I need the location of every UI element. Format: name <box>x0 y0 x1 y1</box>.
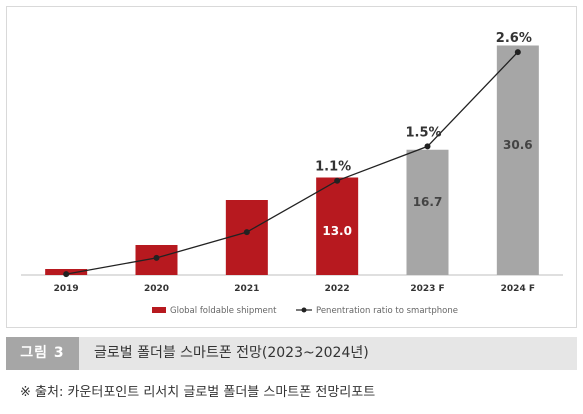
line-point <box>63 271 70 278</box>
x-tick-label: 2024 F <box>501 284 535 294</box>
chart-panel: 2019 2020 2021 13.0 2022 16.7 2023 F 30.6 2024 F… <box>6 6 577 328</box>
line-point <box>153 254 160 261</box>
x-tick-label: 2023 F <box>410 284 444 294</box>
source-note: ※ 출처: 카운터포인트 리서치 글로벌 폴더블 스마트폰 전망리포트 <box>20 385 376 400</box>
bar-2021 <box>225 200 268 275</box>
figure-title: 글로벌 폴더블 스마트폰 전망(2023~2024년) <box>94 345 369 361</box>
bar-value-label: 13.0 <box>322 224 352 238</box>
x-tick-label: 2020 <box>144 284 169 294</box>
x-tick-label: 2021 <box>234 284 259 294</box>
line-point <box>334 177 341 184</box>
legend-swatch-shipment <box>152 307 166 313</box>
bar-value-label: 16.7 <box>413 195 443 209</box>
line-value-label: 1.1% <box>315 160 351 175</box>
legend-swatch-marker <box>301 307 307 313</box>
bar-2022 <box>316 177 359 275</box>
bar-2023-F <box>406 149 449 275</box>
bar-value-label: 30.6 <box>503 138 533 152</box>
line-point <box>243 229 250 236</box>
x-tick-label: 2022 <box>325 284 350 294</box>
legend-label-penetration: Penentration ratio to smartphone <box>316 306 458 316</box>
bar-2024-F <box>496 45 539 275</box>
chart: 2019 2020 2021 13.0 2022 16.7 2023 F 30.6 2024 F… <box>21 31 563 316</box>
penetration-line <box>66 51 519 275</box>
line-point <box>514 49 521 56</box>
line-point <box>424 143 431 150</box>
x-tick-label: 2019 <box>54 284 79 294</box>
line-value-label: 1.5% <box>405 125 441 140</box>
figure-caption: 그림 3 글로벌 폴더블 스마트폰 전망(2023~2024년) <box>6 337 577 370</box>
line-value-label: 2.6% <box>496 31 532 46</box>
legend-label-shipment: Global foldable shipment <box>170 306 277 316</box>
figure-number: 그림 3 <box>6 337 79 370</box>
